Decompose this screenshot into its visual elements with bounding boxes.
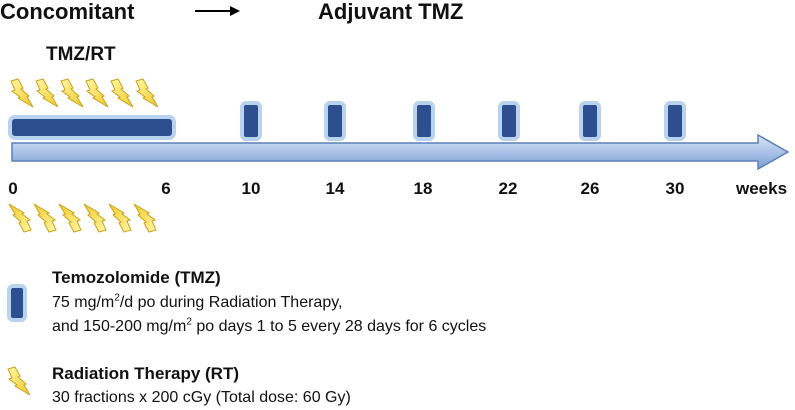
tmz-cycle-block: [498, 101, 520, 141]
lightning-bolt-icon: [60, 78, 84, 108]
lightning-bolt-icon: [135, 78, 159, 108]
concomitant-label: Concomitant: [0, 0, 135, 24]
tmz-concomitant-bar: [8, 115, 176, 140]
tick-label: 18: [413, 179, 433, 198]
tmz-legend-title: Temozolomide (TMZ): [52, 268, 221, 287]
tick-label: 10: [241, 179, 261, 198]
tmz-legend-line1: 75 mg/m2/d po during Radiation Therapy,: [52, 292, 343, 311]
lightning-bolt-icon: [8, 203, 32, 233]
lightning-bolt-icon: [85, 78, 109, 108]
tick-label: 26: [580, 179, 600, 198]
tmz-cycle-block: [324, 101, 346, 141]
tmz-adjuvant-cycles: [240, 101, 686, 141]
rt-bolts-bottom: [8, 203, 157, 233]
tick-label: 6: [161, 179, 171, 198]
tmz-cycle-block: [664, 101, 686, 141]
lightning-bolt-icon: [110, 78, 134, 108]
header-arrow: [195, 6, 240, 16]
timeline-arrow: [11, 133, 790, 171]
weeks-unit-label: weeks: [736, 179, 788, 198]
tmz-cycle-block: [240, 101, 262, 141]
lightning-bolt-icon: [83, 203, 107, 233]
lightning-bolt-icon: [33, 203, 57, 233]
tmz-cycle-block: [413, 101, 435, 141]
lightning-bolt-icon: [108, 203, 132, 233]
adjuvant-label: Adjuvant TMZ: [318, 0, 464, 24]
lightning-bolt-icon: [35, 78, 59, 108]
tmz-cycle-block: [579, 101, 601, 141]
lightning-bolt-icon: [7, 366, 31, 396]
tick-label: 14: [325, 179, 345, 198]
tmz-legend-icon: [7, 284, 27, 322]
lightning-bolt-icon: [10, 78, 34, 108]
tmz-legend-line2: and 150-200 mg/m2 po days 1 to 5 every 2…: [52, 316, 487, 335]
tick-label: 30: [665, 179, 685, 198]
rt-bolts-top: [10, 78, 159, 108]
tick-label: 0: [8, 179, 18, 198]
lightning-bolt-icon: [58, 203, 82, 233]
lightning-bolt-icon: [133, 203, 157, 233]
tick-label: 22: [498, 179, 518, 198]
rt-legend-line1: 30 fractions x 200 cGy (Total dose: 60 G…: [52, 389, 351, 406]
phase-label: TMZ/RT: [46, 44, 116, 65]
rt-legend-title: Radiation Therapy (RT): [52, 364, 240, 383]
